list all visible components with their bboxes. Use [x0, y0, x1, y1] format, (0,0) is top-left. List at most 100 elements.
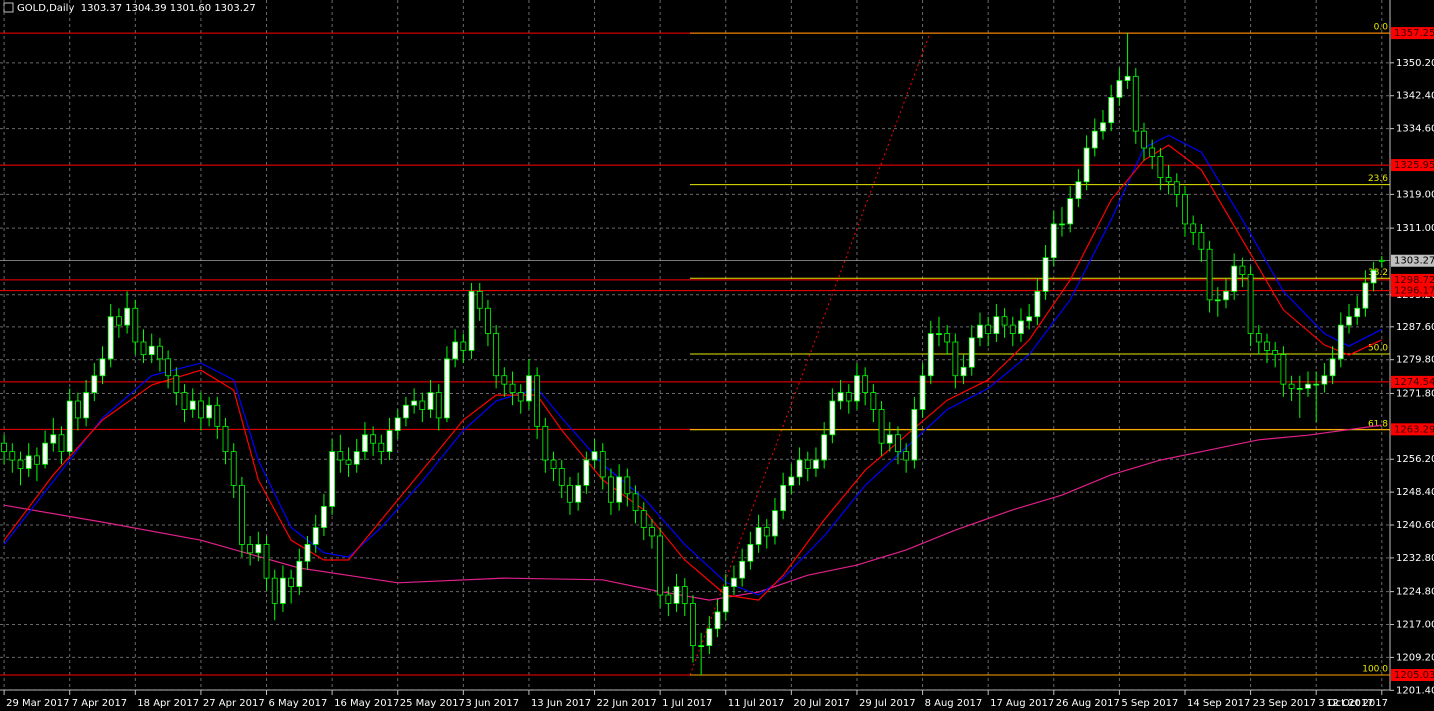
candle-body — [239, 484, 245, 545]
candle-body — [1206, 248, 1213, 301]
x-tick-label: 22 Jun 2017 — [597, 698, 657, 709]
x-tick-label: 12 Oct 2017 — [1326, 698, 1388, 709]
candle-body — [698, 645, 705, 648]
candle-body — [1141, 130, 1147, 149]
candle-body — [886, 434, 893, 444]
x-tick-label: 25 May 2017 — [400, 698, 465, 709]
candle-body — [567, 484, 573, 503]
y-tick-label: 1350.20 — [1396, 58, 1434, 69]
candle-body — [34, 455, 40, 465]
candle-body — [214, 404, 221, 427]
candle-body — [304, 544, 311, 562]
candle-body — [419, 400, 426, 410]
x-tick-label: 16 May 2017 — [334, 698, 399, 709]
candle-body — [50, 434, 57, 444]
candle-body — [919, 375, 926, 410]
candle-body — [1378, 259, 1385, 262]
level-box — [1391, 375, 1434, 388]
fib-label: 100.0 — [1362, 665, 1388, 675]
candle-body — [772, 510, 778, 537]
candle-body — [1132, 75, 1139, 132]
candle-body — [345, 459, 352, 465]
candle-body — [288, 577, 295, 587]
candle-body — [788, 476, 795, 486]
candle-body — [747, 544, 754, 562]
candle-body — [1100, 122, 1106, 132]
candle-body — [206, 404, 213, 419]
y-tick-label: 1279.80 — [1396, 355, 1434, 366]
candle-body — [1059, 223, 1065, 226]
candle-body — [550, 459, 557, 469]
candle-body — [411, 400, 418, 406]
level-box — [1391, 669, 1434, 682]
last-price-label: 1303.27 — [1394, 256, 1434, 267]
y-tick-label: 1224.80 — [1396, 587, 1434, 598]
candle-body — [75, 400, 81, 419]
candle-body — [927, 333, 934, 377]
candle-body — [763, 527, 770, 537]
x-tick-label: 3 Jun 2017 — [465, 698, 519, 709]
candle-body — [1091, 130, 1098, 149]
candle-body — [977, 324, 983, 339]
level-box — [1391, 423, 1434, 436]
candle-body — [460, 341, 467, 351]
candle-body — [255, 544, 262, 554]
level-label: 1263.29 — [1394, 424, 1434, 435]
candle-body — [1190, 223, 1197, 233]
candle-body — [1108, 97, 1115, 124]
y-tick-label: 1342.40 — [1396, 91, 1434, 102]
x-tick-label: 26 Aug 2017 — [1056, 698, 1120, 709]
x-tick-label: 14 Sep 2017 — [1187, 698, 1250, 709]
candle-body — [132, 307, 139, 343]
candle-body — [1009, 324, 1016, 334]
candle-body — [353, 451, 360, 465]
level-box — [1391, 159, 1434, 172]
candle-body — [362, 434, 368, 453]
x-tick-label: 17 Aug 2017 — [990, 698, 1054, 709]
candle-body — [280, 577, 286, 604]
candle-body — [1255, 333, 1262, 343]
indicator-line — [3, 134, 1383, 596]
x-tick-label: 18 Apr 2017 — [137, 698, 199, 709]
fib-label: 61.8 — [1368, 419, 1388, 429]
y-tick-label: 1311.00 — [1396, 223, 1434, 234]
candle-body — [542, 425, 549, 461]
chart-title: GOLD,Daily 1303.37 1304.39 1301.60 1303.… — [17, 3, 256, 14]
candle-body — [91, 375, 98, 393]
fib-label: 23.6 — [1368, 174, 1388, 184]
candle-body — [42, 442, 49, 465]
candle-body — [534, 375, 541, 427]
candle-body — [1329, 358, 1336, 377]
candle-body — [378, 442, 385, 453]
x-tick-label: 5 Sep 2017 — [1121, 698, 1178, 709]
candle-body — [862, 375, 869, 393]
y-tick-label: 1287.60 — [1396, 322, 1434, 333]
candle-body — [296, 560, 303, 587]
candle-body — [1370, 269, 1377, 284]
candle-body — [575, 484, 582, 503]
candle-body — [837, 392, 844, 402]
level-label: 1296.17 — [1394, 286, 1434, 297]
candle-body — [1272, 350, 1279, 356]
candle-body — [878, 409, 885, 444]
candle-body — [813, 459, 819, 469]
candle-body — [1239, 265, 1246, 275]
candle-body — [960, 366, 967, 377]
candle-body — [1001, 316, 1008, 326]
candle-body — [936, 333, 942, 335]
candle-body — [632, 493, 639, 512]
candle-body — [157, 345, 163, 360]
candle-body — [657, 535, 664, 596]
candle-body — [116, 316, 122, 326]
candle-body — [829, 400, 836, 436]
candle-body — [624, 476, 631, 495]
candle-body — [706, 628, 713, 647]
y-tick-label: 1240.60 — [1396, 520, 1434, 531]
candle-body — [1075, 181, 1082, 200]
level-label: 1325.95 — [1394, 160, 1434, 171]
candle-body — [476, 290, 483, 309]
candle-body — [312, 527, 319, 545]
y-tick-label: 1256.20 — [1396, 454, 1434, 465]
candle-body — [616, 476, 623, 503]
